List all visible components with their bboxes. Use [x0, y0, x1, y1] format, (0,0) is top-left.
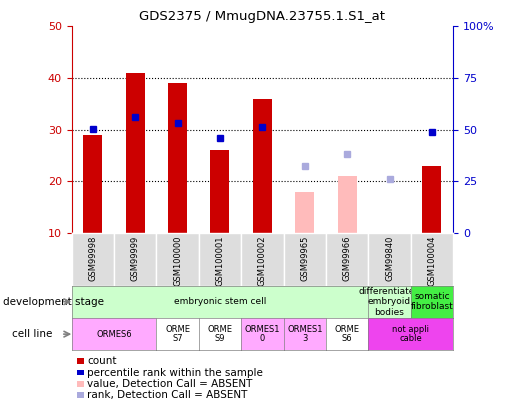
Text: development stage: development stage — [3, 297, 104, 307]
Text: differentiated
embryoid
bodies: differentiated embryoid bodies — [358, 287, 421, 317]
Text: GSM100001: GSM100001 — [216, 236, 224, 286]
Text: GSM99998: GSM99998 — [89, 236, 97, 281]
Bar — [126, 73, 145, 233]
Text: GSM99966: GSM99966 — [343, 236, 351, 281]
Text: somatic
fibroblast: somatic fibroblast — [411, 292, 453, 311]
Text: ORME
S9: ORME S9 — [207, 325, 233, 343]
Text: ORMES1
3: ORMES1 3 — [287, 325, 322, 343]
Bar — [77, 370, 84, 375]
Text: percentile rank within the sample: percentile rank within the sample — [87, 368, 263, 377]
Text: cell line: cell line — [12, 329, 52, 339]
Text: count: count — [87, 356, 117, 366]
Text: GSM99840: GSM99840 — [385, 236, 394, 281]
Text: GSM100002: GSM100002 — [258, 236, 267, 286]
Text: ORMES6: ORMES6 — [96, 330, 132, 339]
Bar — [253, 99, 272, 233]
Bar — [338, 176, 357, 233]
Text: ORMES1
0: ORMES1 0 — [245, 325, 280, 343]
Bar — [295, 192, 314, 233]
Bar — [77, 381, 84, 387]
Text: value, Detection Call = ABSENT: value, Detection Call = ABSENT — [87, 379, 253, 389]
Bar — [210, 150, 229, 233]
Text: GSM99965: GSM99965 — [301, 236, 309, 281]
Text: embryonic stem cell: embryonic stem cell — [174, 297, 266, 306]
Bar — [422, 166, 441, 233]
Text: ORME
S6: ORME S6 — [334, 325, 360, 343]
Bar — [77, 392, 84, 398]
Text: GSM100000: GSM100000 — [173, 236, 182, 286]
Bar — [168, 83, 187, 233]
Bar — [77, 358, 84, 364]
Text: GSM99999: GSM99999 — [131, 236, 139, 281]
Bar — [83, 135, 102, 233]
Text: GDS2375 / MmugDNA.23755.1.S1_at: GDS2375 / MmugDNA.23755.1.S1_at — [139, 10, 385, 23]
Text: not appli
cable: not appli cable — [392, 325, 429, 343]
Text: rank, Detection Call = ABSENT: rank, Detection Call = ABSENT — [87, 390, 248, 400]
Text: ORME
S7: ORME S7 — [165, 325, 190, 343]
Text: GSM100004: GSM100004 — [428, 236, 436, 286]
